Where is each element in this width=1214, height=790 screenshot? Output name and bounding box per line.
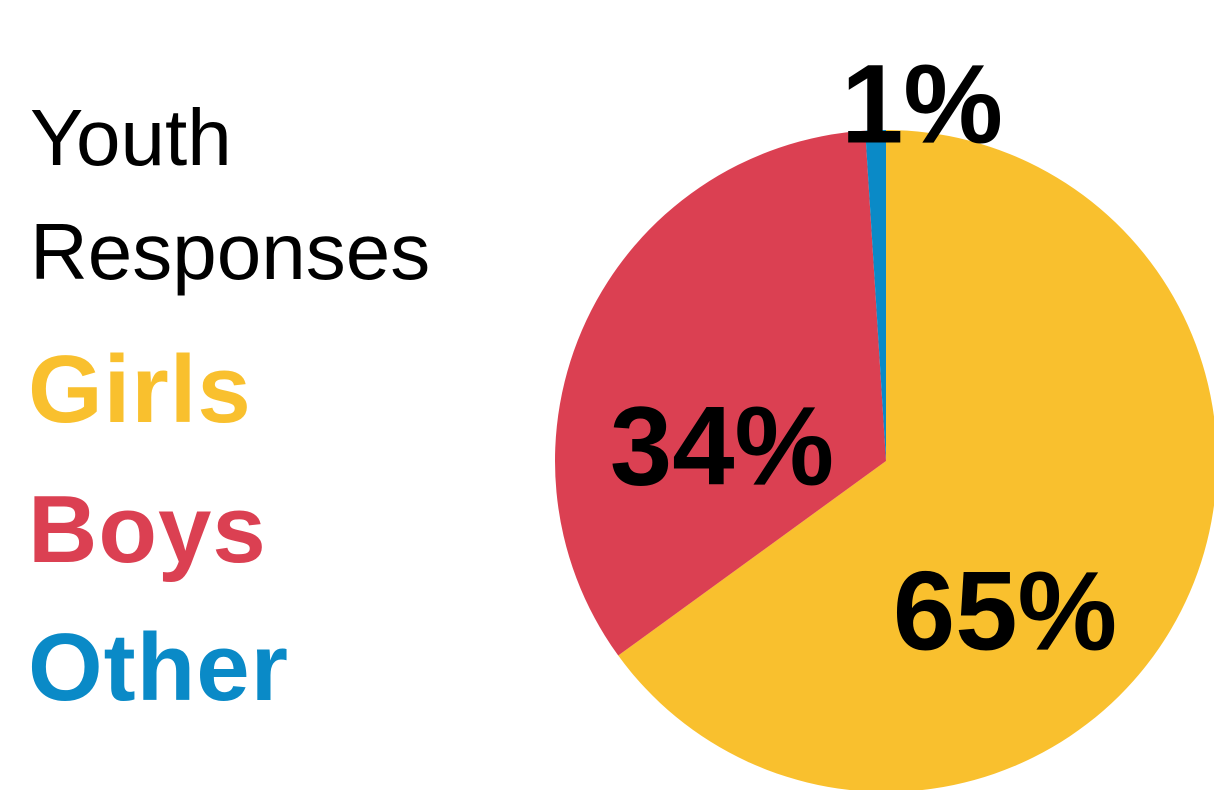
slice-label-other: 1% <box>841 42 1003 167</box>
slice-label-girls: 65% <box>893 549 1117 674</box>
legend-entry-boys: Boys <box>28 476 267 583</box>
pie-slice-other <box>865 129 886 461</box>
pie-slice-girls <box>618 130 1214 790</box>
slice-label-boys: 34% <box>610 384 834 509</box>
chart-title-line-1: Youth <box>30 93 232 182</box>
pie-slice-boys <box>555 130 886 656</box>
legend-entry-girls: Girls <box>28 336 252 443</box>
legend-entry-other: Other <box>28 614 290 721</box>
pie-labels: 65% 34% 1% <box>610 42 1117 674</box>
chart-title-line-2: Responses <box>30 207 431 296</box>
pie-slices <box>555 129 1214 790</box>
